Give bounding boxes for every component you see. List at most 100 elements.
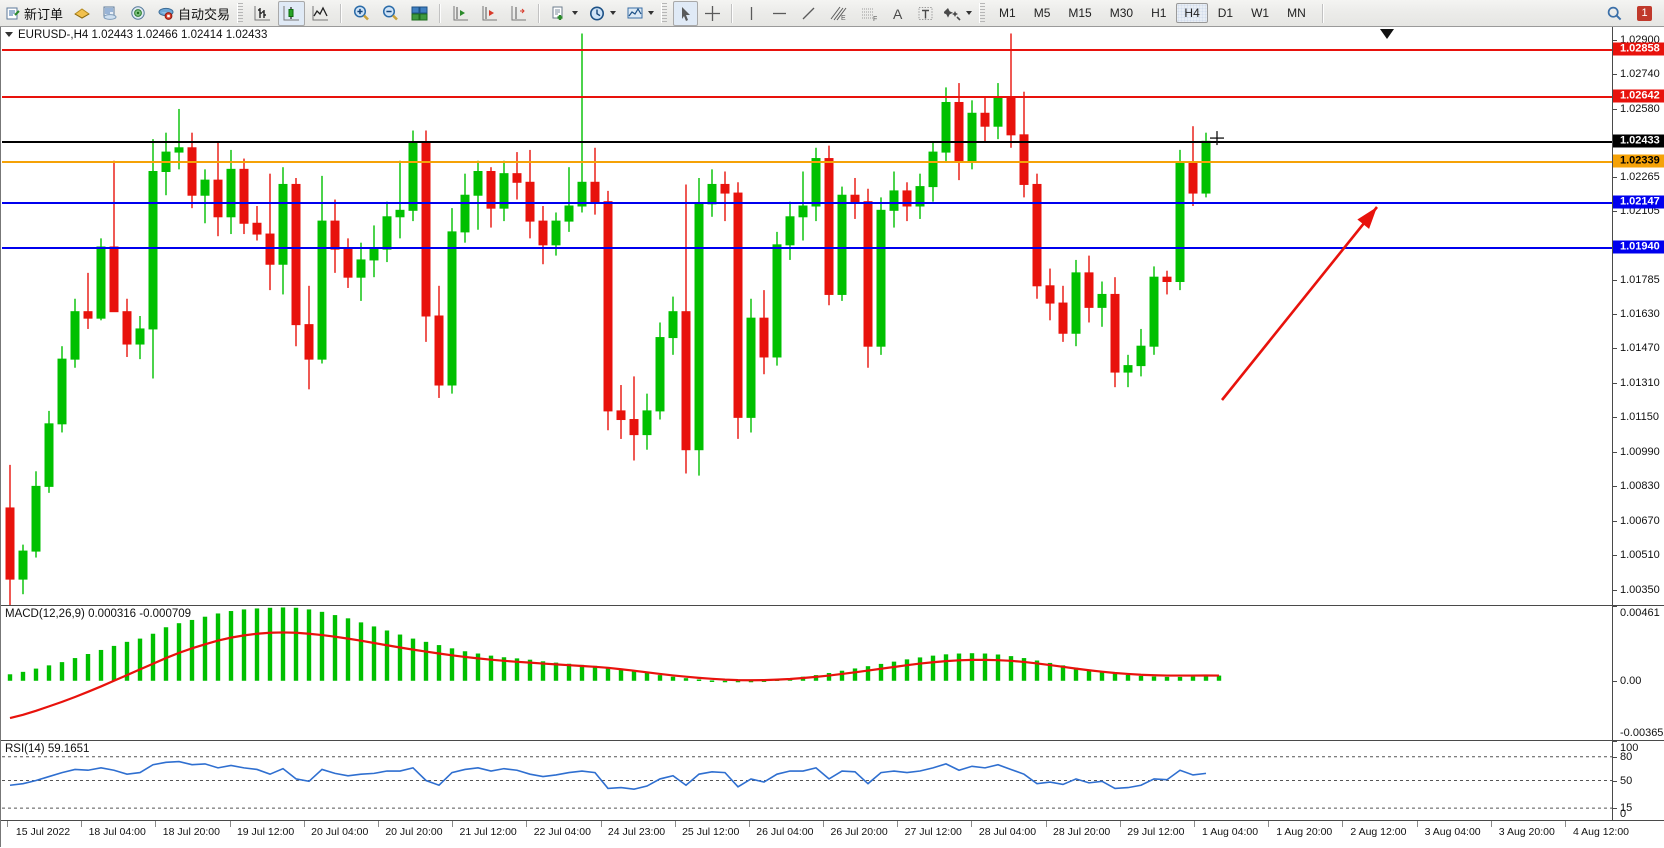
macd-plot-area[interactable] [2, 606, 1612, 740]
vertical-line-button[interactable] [739, 1, 764, 26]
price-level-label-ask-price-line[interactable]: 1.02339 [1613, 154, 1664, 168]
data-window-button[interactable] [97, 1, 123, 26]
timeframe-w1[interactable]: W1 [1251, 6, 1270, 20]
time-tick [600, 821, 602, 827]
price-level-label-resistance-line[interactable]: 1.02642 [1613, 89, 1664, 103]
macd-scale[interactable]: 0.00461 0.00 -0.003652 [1612, 606, 1664, 740]
level-line-4[interactable] [2, 202, 1612, 205]
time-axis-label: 4 Aug 12:00 [1572, 826, 1630, 838]
price-level-handle[interactable] [1613, 45, 1614, 53]
price-plot-area[interactable] [2, 27, 1612, 605]
zoom-in-button[interactable] [348, 1, 375, 26]
templates-chevron-down-icon[interactable] [572, 11, 579, 15]
shift-start-button[interactable] [447, 1, 474, 26]
main-toolbar: 新订单 自动交易 [0, 0, 1664, 27]
navigator-button[interactable] [125, 1, 151, 26]
expert-advisors-button[interactable] [69, 1, 95, 26]
level-line-1[interactable] [2, 95, 1612, 98]
navigator-icon [129, 5, 147, 21]
rsi-tick [1613, 808, 1617, 810]
toolbar-grip-1[interactable] [237, 3, 244, 23]
price-level-handle[interactable] [1613, 157, 1614, 165]
tile-windows-button[interactable] [406, 1, 433, 26]
toolbar-separator-4 [731, 3, 734, 23]
fibonacci-button[interactable]: F [855, 1, 884, 26]
price-level-label-resistance-line[interactable]: 1.02858 [1613, 42, 1664, 56]
timeframe-m1[interactable]: M1 [999, 6, 1016, 20]
timeframe-mn[interactable]: MN [1287, 6, 1306, 20]
zoom-in-icon [352, 4, 371, 22]
timeframe-m5[interactable]: M5 [1033, 6, 1051, 20]
timeframe-d1[interactable]: D1 [1217, 6, 1234, 20]
zoom-out-button[interactable] [377, 1, 404, 26]
line-chart-button[interactable] [307, 1, 334, 26]
shift-end-button[interactable] [476, 1, 503, 26]
price-level-label-support-line[interactable]: 1.01940 [1613, 240, 1664, 254]
timeframe-m30[interactable]: M30 [1109, 6, 1134, 20]
objects-button[interactable] [940, 1, 976, 26]
horizontal-line-button[interactable] [766, 1, 793, 26]
price-tick [1613, 108, 1617, 110]
timeframe-m15[interactable]: M15 [1068, 6, 1092, 20]
autoscroll-button[interactable] [505, 1, 532, 26]
text-label-button[interactable] [913, 1, 938, 26]
time-axis-label: 1 Aug 04:00 [1202, 826, 1259, 838]
time-tick [823, 821, 825, 827]
autotrading-button[interactable]: 自动交易 [153, 1, 234, 26]
rsi-tick-label: 15 [1620, 802, 1633, 815]
search-icon [1606, 5, 1623, 22]
cursor-button[interactable] [673, 0, 699, 26]
search-button[interactable] [1602, 1, 1627, 26]
crosshair-button[interactable] [700, 1, 725, 26]
rsi-pane[interactable]: RSI(14) 59.1651 100 80 50 15 0 [1, 740, 1664, 820]
objects-chevron-down-icon[interactable] [966, 11, 973, 15]
price-level-handle[interactable] [1613, 243, 1614, 251]
level-line-2[interactable] [2, 140, 1612, 143]
price-level-label-support-line[interactable]: 1.02147 [1613, 195, 1664, 209]
level-line-0[interactable] [2, 48, 1612, 51]
notification-button[interactable]: 1 [1632, 1, 1657, 26]
rsi-plot-area[interactable] [2, 741, 1612, 820]
time-tick [971, 821, 973, 827]
indicators-chevron-down-icon[interactable] [648, 11, 655, 15]
bar-chart-button[interactable] [249, 1, 276, 26]
toolbar-grip-3[interactable] [979, 3, 986, 23]
new-order-button[interactable]: 新订单 [1, 1, 67, 26]
price-level-handle[interactable] [1613, 198, 1614, 206]
period-chevron-down-icon[interactable] [610, 11, 617, 15]
autotrading-label: 自动交易 [178, 6, 231, 22]
time-tick [377, 821, 379, 827]
price-tick-label: 1.01310 [1620, 376, 1660, 389]
time-axis[interactable]: 15 Jul 2022 18 Jul 04:00 18 Jul 20:00 19 Ju… [1, 820, 1664, 848]
rsi-scale[interactable]: 100 80 50 15 0 [1612, 741, 1664, 820]
equidistant-channel-button[interactable]: E [824, 1, 853, 26]
time-axis-label: 22 Jul 04:00 [533, 826, 591, 838]
text-button[interactable]: A [886, 1, 911, 26]
macd-pane[interactable]: MACD(12,26,9) 0.000316 -0.000709 0.00461… [1, 605, 1664, 740]
price-pane[interactable]: EURUSD-,H4 1.02443 1.02466 1.02414 1.024… [1, 27, 1664, 605]
templates-button[interactable] [546, 1, 582, 26]
candlestick-chart-button[interactable] [278, 0, 306, 26]
toolbar-grip-2[interactable] [661, 3, 668, 23]
text-label-icon [917, 5, 934, 22]
price-level-handle[interactable] [1613, 137, 1614, 145]
level-line-3[interactable] [2, 160, 1612, 163]
timeframe-h1[interactable]: H1 [1151, 6, 1167, 20]
indicators-button[interactable] [622, 1, 658, 26]
toolbar-separator-5 [1321, 3, 1324, 23]
timeframe-h4[interactable]: H4 [1176, 3, 1208, 23]
price-level-label-bid-price-line[interactable]: 1.02433 [1613, 134, 1664, 148]
candlestick-svg [5, 33, 1211, 605]
level-line-5[interactable] [2, 246, 1612, 249]
price-level-handle[interactable] [1613, 92, 1614, 100]
time-tick [452, 821, 454, 827]
collapse-triangle-icon[interactable] [5, 32, 13, 37]
period-button[interactable] [584, 1, 620, 26]
macd-header: MACD(12,26,9) 0.000316 -0.000709 [5, 608, 192, 620]
time-axis-label: 2 Aug 12:00 [1350, 826, 1407, 838]
trendline-button[interactable] [795, 1, 822, 26]
price-scale[interactable]: 1.029001.027401.025801.024331.022651.021… [1612, 27, 1664, 605]
chart-window[interactable]: EURUSD-,H4 1.02443 1.02466 1.02414 1.024… [0, 27, 1664, 848]
price-tick-label: 1.00510 [1620, 549, 1660, 562]
price-tick [1613, 348, 1617, 350]
